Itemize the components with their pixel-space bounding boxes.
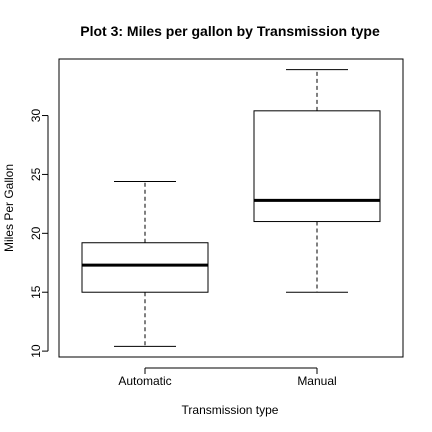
iqr-box <box>253 110 381 223</box>
y-tick-label: 15 <box>29 285 43 299</box>
box-manual <box>253 69 381 293</box>
boxes-group <box>81 69 381 347</box>
x-tick-label: Manual <box>297 374 336 388</box>
box-automatic <box>81 180 209 347</box>
x-axis: Automatic Manual <box>118 367 337 388</box>
y-tick-label: 20 <box>29 226 43 240</box>
x-axis-label: Transmission type <box>182 403 279 417</box>
x-tick-label: Automatic <box>118 374 171 388</box>
chart-title: Plot 3: Miles per gallon by Transmission… <box>80 23 380 39</box>
y-tick-label: 25 <box>29 167 43 181</box>
iqr-box <box>81 242 209 293</box>
y-tick-label: 30 <box>29 109 43 123</box>
plot-frame <box>58 58 404 358</box>
y-tick-label: 10 <box>29 344 43 358</box>
y-axis: 10 15 20 25 30 <box>29 109 49 358</box>
y-axis-label: Miles Per Gallon <box>2 164 16 252</box>
